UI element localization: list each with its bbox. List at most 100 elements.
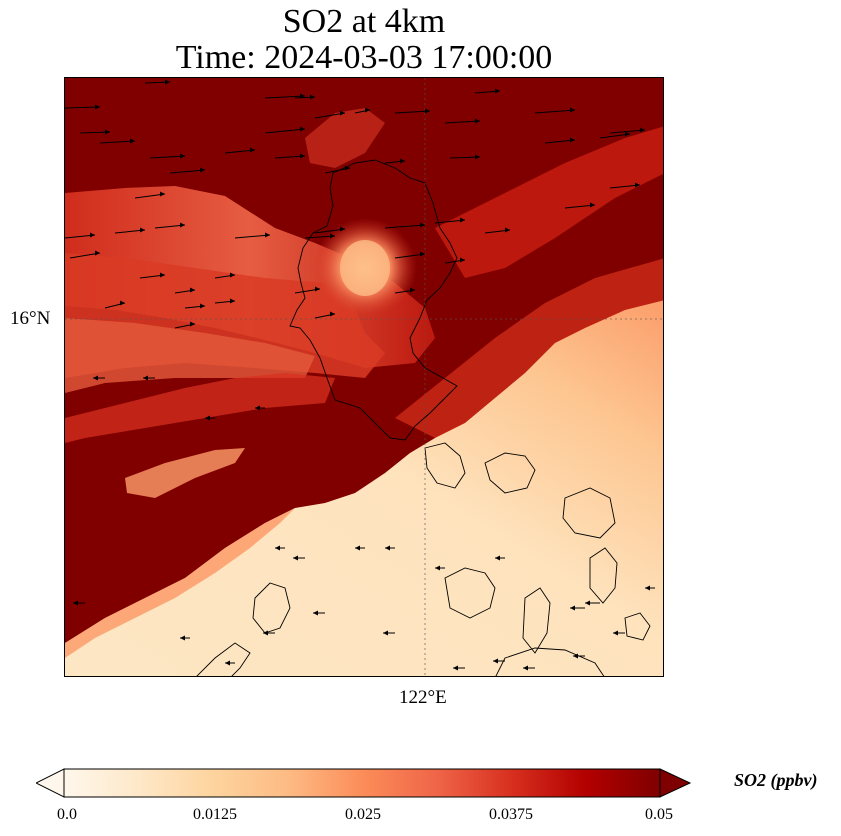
coastline-islands-1	[424, 442, 466, 489]
coastline-islands-2	[484, 452, 536, 494]
so2-streak-southwest	[125, 448, 245, 498]
wind-vector-head	[180, 153, 185, 159]
colorbar-tick-3: 0.0375	[489, 806, 533, 823]
wind-vector-head	[410, 287, 415, 293]
coastline-panay	[444, 567, 496, 619]
map-panel	[64, 77, 664, 677]
wind-vector-head	[230, 272, 235, 278]
wind-vector-head	[230, 298, 235, 304]
wind-vector-head	[493, 658, 498, 664]
so2-band-west	[65, 373, 335, 443]
wind-vector-head	[205, 415, 210, 421]
wind-vector	[534, 109, 576, 114]
wind-vector-head	[330, 233, 335, 239]
coastlines	[196, 159, 651, 676]
wind-vector-head	[180, 635, 185, 641]
wind-vector-head	[453, 665, 458, 671]
wind-vector-head	[143, 375, 148, 381]
wind-vector-head	[90, 232, 95, 238]
wind-vector-head	[300, 153, 305, 159]
wind-vector-head	[570, 605, 575, 611]
wind-vector-head	[300, 126, 305, 132]
wind-vector-head	[190, 287, 195, 293]
wind-vector-head	[385, 545, 390, 551]
wind-vector-head	[570, 107, 575, 113]
wind-vector-head	[613, 630, 618, 636]
coastline-negros	[522, 587, 551, 654]
coastline-leyte	[589, 547, 618, 604]
wind-vector-head	[460, 257, 465, 263]
wind-vector-head	[293, 555, 298, 561]
wind-vector-head	[570, 137, 575, 143]
wind-vector-head	[315, 286, 320, 292]
wind-vector-head	[573, 653, 578, 659]
wind-vector-head	[345, 165, 350, 171]
wind-vector-head	[105, 129, 110, 135]
wind-vector-head	[180, 222, 185, 228]
wind-vector	[99, 140, 136, 144]
wind-vector-head	[255, 405, 260, 411]
wind-vector	[444, 120, 481, 124]
wind-vector-head	[505, 227, 510, 233]
wind-vector-head	[160, 272, 165, 278]
colorbar-label: SO2 (ppbv)	[734, 770, 818, 790]
wind-vector	[394, 110, 431, 114]
colorbar-tick-0: 0.0	[57, 806, 77, 823]
so2-band-lower	[65, 318, 315, 393]
coastline-palawan	[196, 642, 251, 676]
wind-vector-head	[340, 110, 345, 116]
wind-vector-head	[275, 545, 280, 551]
wind-vector	[384, 224, 426, 229]
wind-vector-head	[640, 127, 645, 133]
wind-vector-head	[435, 565, 440, 571]
wind-vector-head	[250, 147, 255, 153]
wind-vector-head	[645, 585, 650, 591]
colorbar-tick-2: 0.025	[345, 806, 381, 823]
wind-vector	[149, 155, 186, 159]
coastline-mindoro	[252, 582, 291, 634]
so2-band-east	[395, 258, 663, 438]
wind-vector-head	[330, 311, 335, 317]
wind-vector-head	[313, 610, 318, 616]
so2-band-north-blob	[305, 108, 385, 168]
latitude-tick-label: 16°N	[10, 308, 51, 329]
wind-vector-head	[310, 94, 315, 100]
wind-vector-head	[495, 88, 500, 94]
wind-vector-head	[420, 251, 425, 257]
wind-vector-head	[165, 79, 170, 85]
coastline-samar	[562, 487, 616, 539]
wind-vector-head	[635, 182, 640, 188]
so2-band-northeast	[435, 126, 663, 278]
colorbar-extend-low	[36, 768, 65, 798]
wind-vector-head	[475, 118, 480, 124]
wind-vector-head	[200, 303, 205, 309]
wind-vector-head	[130, 138, 135, 144]
coastline-bohol	[624, 612, 651, 641]
so2-transition-edge	[65, 508, 295, 658]
wind-vector-head	[263, 630, 268, 636]
wind-vector-head	[590, 202, 595, 208]
wind-vector-head	[475, 154, 480, 160]
wind-vector	[264, 128, 306, 134]
map-title-line-1: SO2 at 4km	[282, 3, 446, 40]
wind-vector-head	[420, 222, 425, 228]
wind-vector	[65, 106, 101, 109]
wind-vector	[264, 95, 306, 99]
wind-vector-head	[93, 375, 98, 381]
colorbar-gradient	[63, 768, 661, 798]
wind-vector-head	[120, 300, 125, 306]
coastline-mindanao-north	[495, 647, 605, 676]
wind-vector-head	[340, 226, 345, 232]
wind-vector-head	[140, 227, 145, 233]
wind-vector-head	[160, 191, 165, 197]
wind-vector-head	[265, 232, 270, 238]
wind-vectors	[65, 79, 655, 671]
wind-vector-head	[425, 108, 430, 114]
map-title-line-2: Time: 2024-03-03 17:00:00	[175, 39, 553, 76]
wind-vector-head	[225, 660, 230, 666]
wind-vector-head	[460, 217, 465, 223]
so2-hotspot-core	[340, 240, 390, 296]
wind-vector-head	[400, 158, 405, 164]
colorbar-tick-4: 0.05	[645, 806, 673, 823]
wind-vector	[169, 169, 206, 174]
